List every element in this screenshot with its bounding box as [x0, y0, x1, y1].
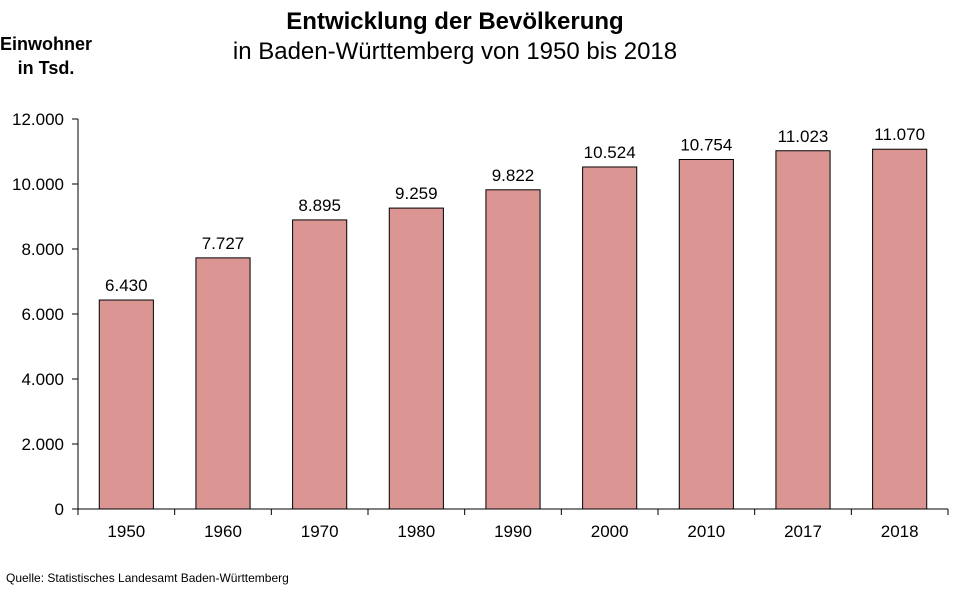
- bar: [195, 257, 251, 510]
- bar: [678, 158, 734, 510]
- source-note: Quelle: Statistisches Landesamt Baden-Wü…: [6, 571, 289, 585]
- data-label: 8.895: [298, 196, 341, 215]
- y-axis: 0 2.000 4.000 6.000 8.000 10.000 12.000: [12, 110, 79, 519]
- y-tick-label: 8.000: [21, 240, 64, 259]
- x-tick-label: 1980: [397, 522, 435, 541]
- x-tick-label: 2000: [591, 522, 629, 541]
- x-tick-label: 1970: [301, 522, 339, 541]
- y-axis-label-line1: Einwohner: [0, 34, 93, 54]
- bar: [98, 299, 154, 510]
- data-label: 7.727: [202, 234, 245, 253]
- x-tick-label: 2018: [881, 522, 919, 541]
- x-tick-label: 1950: [107, 522, 145, 541]
- y-tick-label: 6.000: [21, 305, 64, 324]
- bar: [388, 207, 444, 510]
- x-tick-label: 2010: [687, 522, 725, 541]
- data-label: 6.430: [105, 276, 148, 295]
- bar: [582, 166, 638, 510]
- y-tick-label: 0: [55, 500, 64, 519]
- data-label: 10.524: [584, 143, 636, 162]
- y-axis-label-line2: in Tsd.: [17, 58, 75, 78]
- bar: [292, 219, 348, 510]
- data-labels: 6.430 7.727 8.895 9.259 9.822 10.524 10.754 11.…: [105, 125, 925, 295]
- x-axis: 1950 1960 1970 1980 1990 2000 2010 2017 2018: [77, 508, 949, 541]
- bar: [485, 189, 541, 510]
- y-tick-label: 2.000: [21, 435, 64, 454]
- y-tick-label: 12.000: [12, 110, 64, 129]
- data-label: 10.754: [680, 135, 732, 154]
- data-label: 9.259: [395, 184, 438, 203]
- data-label: 9.822: [492, 166, 535, 185]
- bars: [98, 148, 928, 510]
- chart-title: Entwicklung der Bevölkerung: [286, 8, 624, 35]
- x-tick-label: 1960: [204, 522, 242, 541]
- bar: [775, 150, 831, 510]
- chart-subtitle: in Baden-Württemberg von 1950 bis 2018: [232, 38, 678, 65]
- y-axis-label: Einwohner in Tsd.: [0, 32, 92, 80]
- x-tick-label: 1990: [494, 522, 532, 541]
- y-tick-label: 4.000: [21, 370, 64, 389]
- data-label: 11.070: [874, 125, 925, 144]
- y-tick-label: 10.000: [12, 175, 64, 194]
- data-label: 11.023: [778, 127, 829, 146]
- bar: [872, 148, 928, 510]
- x-tick-label: 2017: [784, 522, 822, 541]
